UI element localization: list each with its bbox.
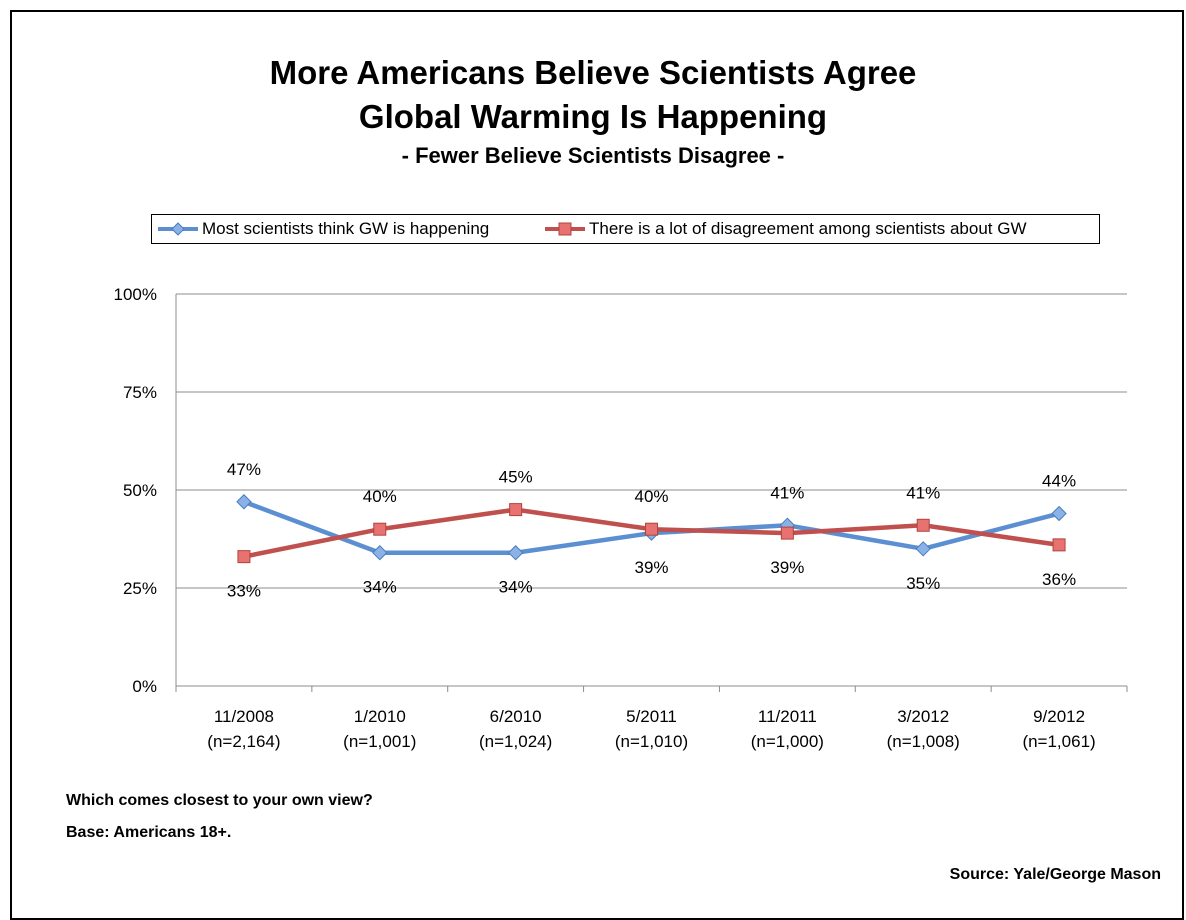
data-label-disagree: 33% [227,582,261,601]
data-point-agree [1051,505,1067,522]
x-tick-label: 6/2010 [490,707,542,726]
y-tick-label: 25% [123,579,157,598]
data-label-agree: 44% [1042,472,1076,491]
source-note: Source: Yale/George Mason [949,866,1161,883]
data-point-agree [372,545,388,561]
data-point-agree [507,545,524,561]
data-label-disagree: 36% [1042,570,1076,589]
y-tick-label: 75% [123,383,157,402]
y-tick-label: 0% [132,677,157,696]
chart-title-line-2: Global Warming Is Happening [358,98,828,135]
x-tick-sample-size: (n=1,061) [1022,732,1095,751]
data-point-disagree [645,522,658,536]
legend-item-disagree: There is a lot of disagreement among sci… [545,215,1026,243]
x-tick-label: 11/2008 [214,707,274,726]
x-tick-sample-size: (n=2,164) [207,732,280,751]
chart-title-line-1: More Americans Believe Scientists Agree [269,54,917,91]
data-label-agree: 35% [906,574,940,593]
x-tick-label: 11/2011 [758,707,817,726]
data-label-agree: 39% [634,558,668,577]
data-label-disagree: 41% [906,483,940,502]
chart-subtitle: - Fewer Believe Scientists Disagree - [401,143,785,168]
legend-label-agree: Most scientists think GW is happening [202,219,490,238]
data-point-disagree [509,503,523,517]
data-label-disagree: 40% [363,487,397,506]
legend-square-marker-icon [545,222,585,236]
x-tick-sample-size: (n=1,000) [751,732,824,751]
data-label-agree: 41% [770,483,804,502]
x-tick-sample-size: (n=1,024) [479,732,552,751]
data-point-disagree [237,550,251,564]
data-point-disagree [780,526,794,540]
data-label-disagree: 45% [499,468,533,487]
x-tick-label: 3/2012 [897,707,949,726]
legend-label-disagree: There is a lot of disagreement among sci… [589,219,1027,238]
data-label-disagree: 40% [634,487,668,506]
data-point-agree [236,494,252,510]
data-point-disagree [373,522,387,536]
y-tick-label: 100% [114,285,157,304]
survey-base-note: Base: Americans 18+. [66,824,232,841]
data-label-agree: 34% [363,578,397,597]
survey-question-note: Which comes closest to your own view? [66,792,373,809]
x-tick-label: 9/2012 [1033,707,1085,726]
x-tick-label: 1/2010 [354,707,406,726]
x-tick-label: 5/2011 [626,707,677,726]
legend-item-agree: Most scientists think GW is happening [158,215,489,243]
data-label-agree: 34% [499,578,533,597]
x-tick-sample-size: (n=1,010) [615,732,688,751]
data-point-agree [915,541,931,557]
chart-legend: Most scientists think GW is happening Th… [151,214,1100,244]
x-tick-sample-size: (n=1,001) [343,732,416,751]
x-tick-sample-size: (n=1,008) [887,732,960,751]
y-tick-label: 50% [123,481,157,500]
legend-diamond-marker-icon [158,222,198,236]
data-label-agree: 47% [227,460,261,479]
data-point-disagree [916,518,930,532]
data-label-disagree: 39% [770,558,804,577]
data-point-disagree [1052,538,1066,552]
